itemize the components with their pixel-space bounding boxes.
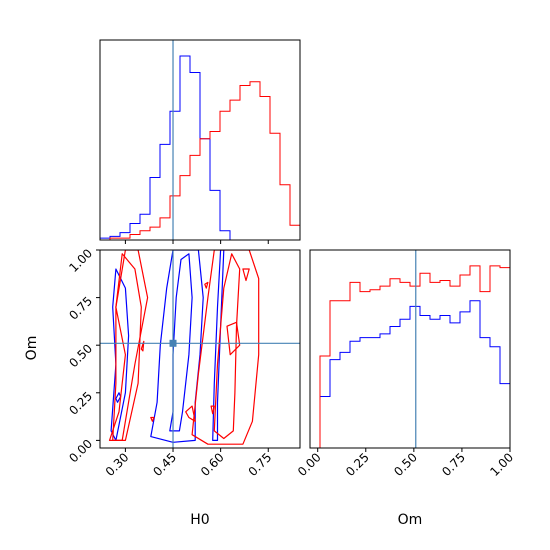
contour-0-2 xyxy=(110,268,130,441)
h0-histogram-panel xyxy=(99,39,301,244)
contour-0-4 xyxy=(115,392,122,403)
contour-1-4 xyxy=(185,405,196,422)
contour-1-7 xyxy=(210,405,215,415)
contour-1-8 xyxy=(204,281,209,289)
contour-panel-frame xyxy=(99,249,301,449)
contour-1-0 xyxy=(213,253,241,440)
h0-histogram-frame xyxy=(99,39,301,241)
contour-1-2 xyxy=(108,253,142,441)
om-histogram-frame xyxy=(309,249,511,449)
histogram-series-1 xyxy=(100,81,300,240)
contour-0-3 xyxy=(212,250,225,441)
contour-1-9 xyxy=(242,268,250,282)
contour-1-5 xyxy=(150,416,155,422)
om-y-axis-label: Om xyxy=(24,336,40,361)
contour-1-3 xyxy=(112,250,149,441)
h0-axis-label: H0 xyxy=(190,512,209,528)
contour-1-10 xyxy=(226,321,241,356)
contour-1-6 xyxy=(140,340,145,352)
histogram-series-0 xyxy=(100,55,300,240)
histogram-series-1 xyxy=(310,265,510,448)
om-x-axis-label: Om xyxy=(398,512,423,528)
contour-1-1 xyxy=(191,250,260,445)
histogram-series-0 xyxy=(310,300,510,448)
contour-0-1 xyxy=(150,250,204,443)
truth-marker xyxy=(169,339,177,347)
